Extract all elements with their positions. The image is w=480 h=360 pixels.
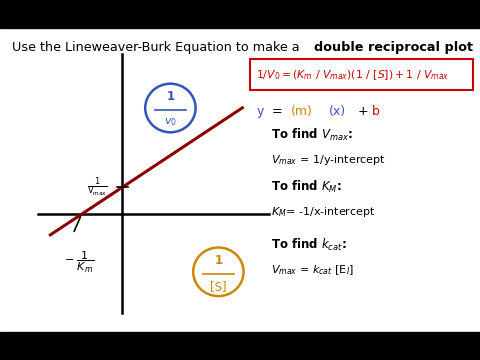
Text: To find $k_{cat}$:: To find $k_{cat}$: xyxy=(271,237,347,253)
Text: $-\ \dfrac{1}{K_m}$: $-\ \dfrac{1}{K_m}$ xyxy=(64,250,94,275)
Text: $\mathregular{\frac{1}{V_{max}}}$: $\mathregular{\frac{1}{V_{max}}}$ xyxy=(87,176,108,199)
Text: 1: 1 xyxy=(167,90,174,103)
Text: +: + xyxy=(358,105,368,118)
Text: [S]: [S] xyxy=(210,280,227,293)
Text: To find $K_M$:: To find $K_M$: xyxy=(271,179,342,195)
Text: $V_{max}$ = $k_{cat}$ [E$_I$]: $V_{max}$ = $k_{cat}$ [E$_I$] xyxy=(271,263,354,277)
Bar xyxy=(0,28,480,332)
Text: =: = xyxy=(271,105,282,118)
Text: 1: 1 xyxy=(215,254,222,267)
Text: To find $V_{max}$:: To find $V_{max}$: xyxy=(271,127,353,143)
FancyBboxPatch shape xyxy=(250,59,473,90)
Text: double reciprocal plot: double reciprocal plot xyxy=(314,41,473,54)
Text: (x): (x) xyxy=(329,105,346,118)
Text: $V_{max}$ = 1/y-intercept: $V_{max}$ = 1/y-intercept xyxy=(271,153,386,167)
Bar xyxy=(0,0,480,28)
Bar xyxy=(0,332,480,360)
Text: y: y xyxy=(257,105,264,118)
Text: b: b xyxy=(372,105,380,118)
Text: $1/V_0 = (K_m\ /\ V_{max})(1\ /\ [S]) + 1\ /\ V_{max}$: $1/V_0 = (K_m\ /\ V_{max})(1\ /\ [S]) + … xyxy=(256,68,449,82)
Text: Use the Lineweaver-Burk Equation to make a: Use the Lineweaver-Burk Equation to make… xyxy=(12,41,304,54)
Text: $K_M$= -1/x-intercept: $K_M$= -1/x-intercept xyxy=(271,206,376,219)
Text: $v_0$: $v_0$ xyxy=(164,117,177,128)
Text: (m): (m) xyxy=(290,105,312,118)
